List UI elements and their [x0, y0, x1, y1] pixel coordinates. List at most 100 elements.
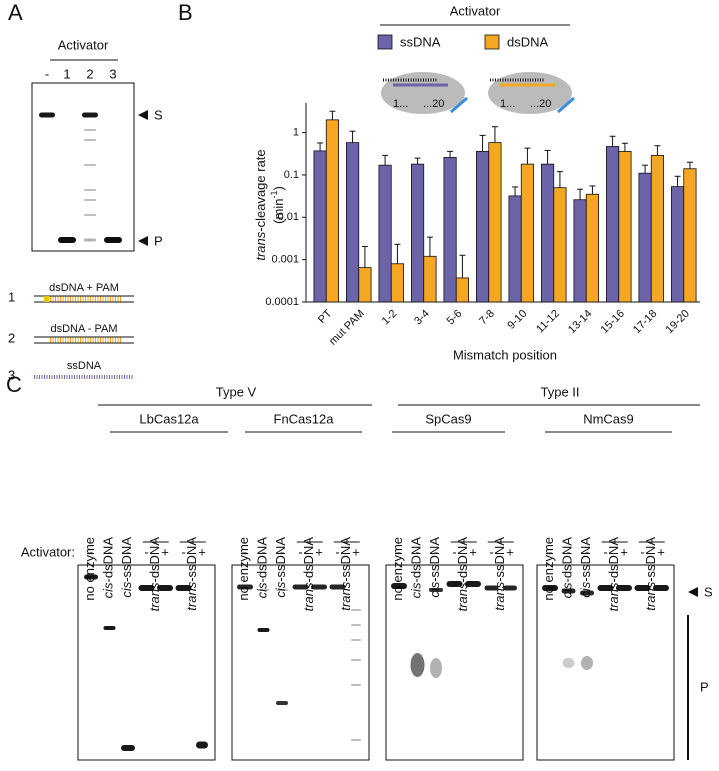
activator-sign: - — [603, 544, 607, 559]
cas-icon — [488, 72, 572, 114]
lane-label: cis-dsDNA — [409, 537, 424, 599]
activator-sign: + — [506, 544, 514, 559]
bar — [553, 187, 567, 303]
gel-band — [484, 585, 499, 591]
gel — [31, 82, 135, 252]
gel-band — [597, 585, 614, 591]
gel-band — [292, 584, 309, 590]
lane-text: -dsDNA — [606, 537, 621, 583]
lane-label: 3 — [109, 66, 116, 81]
bar — [671, 186, 685, 303]
activator-sign: + — [315, 544, 323, 559]
gel-band — [465, 581, 481, 587]
gel-band — [351, 659, 361, 661]
gel-band — [391, 583, 407, 589]
enzyme-label: FnCas12a — [274, 411, 335, 426]
group-label: Type V — [216, 384, 257, 399]
activator-sign: - — [452, 544, 456, 559]
bar — [488, 142, 502, 303]
lane-label: trans-ssDNA — [184, 537, 199, 611]
gel-band — [351, 684, 361, 686]
bar — [520, 163, 535, 303]
gel-band — [84, 199, 96, 201]
x-axis-label: Mismatch position — [453, 347, 557, 362]
activator-sign: - — [280, 544, 284, 559]
lane-label: no enzyme — [82, 537, 97, 601]
lane-label: trans-dsDNA — [147, 537, 162, 612]
gel-band — [429, 588, 443, 592]
activator-sign: - — [89, 544, 93, 559]
lane-label: cis-ssDNA — [273, 537, 288, 598]
gel — [536, 564, 675, 761]
gel-band — [84, 214, 96, 216]
activator-sign: - — [397, 544, 401, 559]
activator-sign: + — [469, 544, 477, 559]
lane-label: no enzyme — [541, 537, 556, 601]
bar — [313, 150, 327, 303]
y-label-italic: trans — [253, 231, 268, 260]
lane-label: cis-ssDNA — [119, 537, 134, 598]
lane-text: -dsDNA — [301, 537, 316, 583]
bar — [455, 277, 470, 303]
legend-number: 1 — [8, 289, 15, 304]
x-tick-label: 3-4 — [412, 308, 432, 328]
lane-text: -ssDNA — [119, 537, 134, 582]
bar — [378, 164, 392, 303]
enzyme-label: NmCas9 — [583, 411, 634, 426]
lane-label: 2 — [86, 66, 93, 81]
activator-sign: - — [335, 544, 339, 559]
gel-band — [157, 585, 173, 591]
lane-italic: cis — [273, 581, 288, 597]
gel — [231, 564, 370, 761]
lane-text: -ssDNA — [643, 537, 658, 582]
gel-band — [616, 585, 632, 591]
y-label-text: (min — [271, 199, 286, 224]
cas-icon — [381, 72, 465, 114]
gel-band — [84, 129, 96, 131]
gel-band — [39, 112, 55, 118]
lane-label: 1 — [63, 66, 70, 81]
gel-band — [84, 139, 96, 141]
bar — [345, 142, 360, 303]
y-tick-label: 0.001 — [271, 254, 299, 266]
activator-sign: - — [434, 544, 438, 559]
gel-band — [58, 237, 76, 243]
x-tick-label: PT — [316, 307, 335, 326]
lane-italic: cis — [255, 582, 270, 598]
legend-number: 3 — [8, 367, 15, 382]
activator-sign: + — [198, 544, 206, 559]
activator-sign: - — [144, 544, 148, 559]
bar — [650, 154, 665, 303]
activator-label: Activator: — [21, 544, 75, 559]
lane-text: -ssDNA — [184, 537, 199, 582]
gel — [385, 564, 524, 761]
y-axis-label: (min-1) — [269, 186, 286, 224]
pam — [44, 296, 49, 302]
gel-band — [351, 624, 361, 626]
marker-arrow — [138, 110, 148, 120]
lane-italic: cis — [409, 582, 424, 598]
lane-italic: cis — [101, 582, 116, 598]
x-tick-label: 9-10 — [505, 308, 529, 332]
legend-label: ssDNA — [400, 34, 441, 49]
bar — [541, 163, 555, 303]
legend-number: 2 — [8, 330, 15, 345]
activator-sign: - — [126, 544, 130, 559]
bar — [573, 199, 587, 303]
activator-sign: + — [620, 544, 628, 559]
bar — [585, 193, 600, 303]
x-tick-label: 15-16 — [599, 308, 627, 336]
gel-band — [351, 609, 361, 611]
lane-text: -dsDNA — [455, 537, 470, 583]
gel-band — [561, 588, 576, 594]
bar — [606, 146, 620, 303]
lane-text: -ssDNA — [427, 537, 442, 582]
bar — [683, 168, 697, 303]
activator-sign: - — [548, 544, 552, 559]
gel-band — [84, 574, 98, 580]
legend-label: dsDNA + PAM — [49, 282, 119, 294]
lane-text: -ssDNA — [338, 537, 353, 582]
legend-label: ssDNA — [67, 360, 102, 372]
lane-text: -dsDNA — [101, 537, 116, 583]
activator-sign: - — [489, 544, 493, 559]
